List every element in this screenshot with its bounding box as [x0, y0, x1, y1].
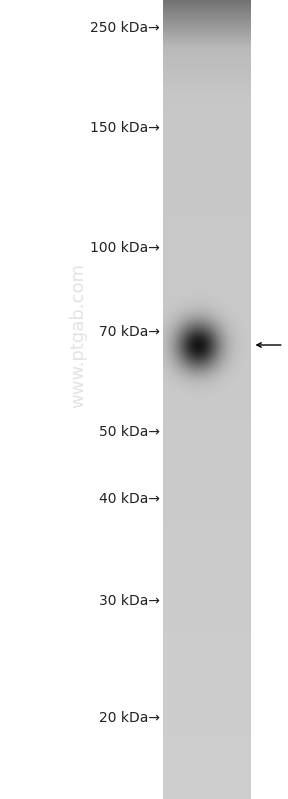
Text: 150 kDa→: 150 kDa→ [90, 121, 160, 135]
Text: 100 kDa→: 100 kDa→ [90, 241, 160, 255]
Text: 250 kDa→: 250 kDa→ [90, 21, 160, 35]
Text: 20 kDa→: 20 kDa→ [99, 711, 160, 725]
Text: 50 kDa→: 50 kDa→ [99, 425, 160, 439]
Text: 70 kDa→: 70 kDa→ [99, 325, 160, 339]
Text: 40 kDa→: 40 kDa→ [99, 492, 160, 506]
Text: www.ptgab.com: www.ptgab.com [69, 263, 87, 408]
Text: 30 kDa→: 30 kDa→ [99, 594, 160, 608]
